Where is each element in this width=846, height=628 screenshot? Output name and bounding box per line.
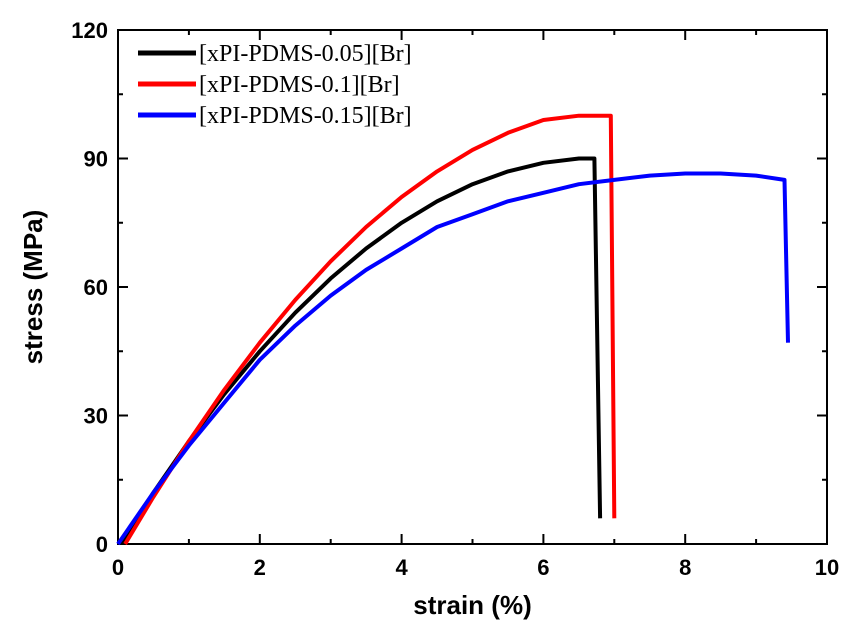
y-axis: 0 30 60 90 120 [71,18,827,557]
y-tick-label: 120 [71,18,108,43]
legend-label-0: [xPI-PDMS-0.05][Br] [199,41,412,67]
x-tick-label: 4 [395,555,408,580]
y-tick-label: 0 [96,532,108,557]
legend-label-1: [xPI-PDMS-0.1][Br] [199,72,400,98]
legend-label-2: [xPI-PDMS-0.15][Br] [199,103,412,129]
y-axis-title: stress (MPa) [18,210,48,365]
series-line-1 [123,113,617,546]
x-tick-label: 0 [112,555,124,580]
series-line-0 [119,156,603,546]
x-axis: 0 2 4 6 8 10 [112,30,839,580]
y-tick-label: 60 [84,275,108,300]
x-tick-label: 10 [815,555,839,580]
legend: [xPI-PDMS-0.05][Br] [xPI-PDMS-0.1][Br] [xP… [138,41,412,129]
series-lines [116,113,790,546]
series-line-2 [116,171,790,546]
x-tick-label: 6 [537,555,549,580]
x-tick-label: 8 [679,555,691,580]
y-tick-label: 90 [84,147,108,172]
y-tick-label: 30 [84,404,108,429]
x-axis-title: strain (%) [413,590,531,620]
x-tick-label: 2 [254,555,266,580]
